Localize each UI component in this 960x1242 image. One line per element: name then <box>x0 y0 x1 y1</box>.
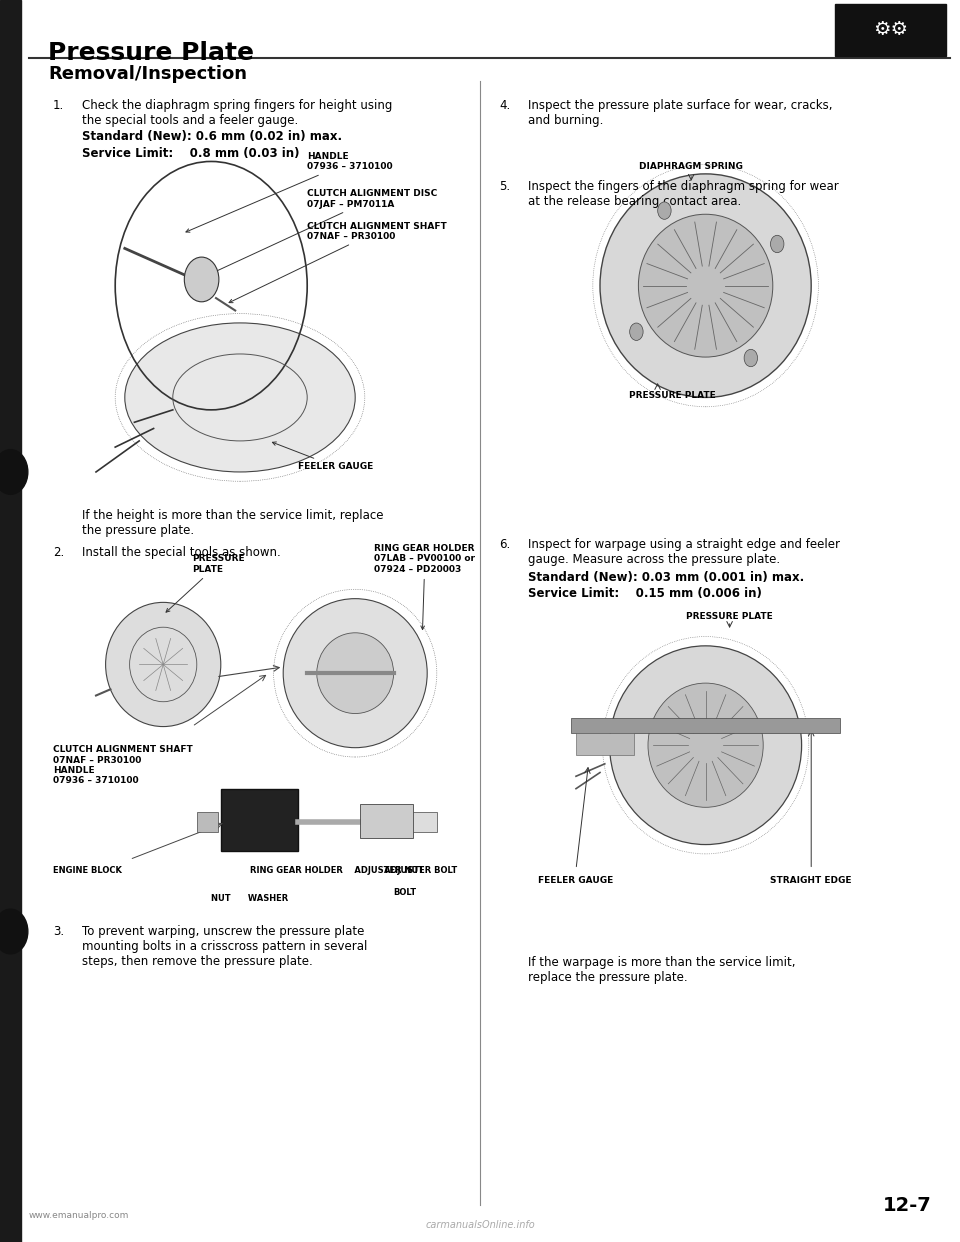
Text: To prevent warping, unscrew the pressure plate
mounting bolts in a crisscross pa: To prevent warping, unscrew the pressure… <box>82 925 367 969</box>
Text: BOLT: BOLT <box>394 888 417 897</box>
Text: Pressure Plate: Pressure Plate <box>48 41 254 65</box>
Text: Service Limit:    0.8 mm (0.03 in): Service Limit: 0.8 mm (0.03 in) <box>82 147 300 159</box>
Text: Inspect the pressure plate surface for wear, cracks,
and burning.: Inspect the pressure plate surface for w… <box>528 99 832 128</box>
Text: RING GEAR HOLDER    ADJUSTER NUT: RING GEAR HOLDER ADJUSTER NUT <box>250 866 423 874</box>
Text: FEELER GAUGE: FEELER GAUGE <box>273 442 372 471</box>
Bar <box>360 804 413 838</box>
Text: Inspect the fingers of the diaphragm spring for wear
at the release bearing cont: Inspect the fingers of the diaphragm spr… <box>528 180 839 209</box>
Circle shape <box>771 235 784 252</box>
Ellipse shape <box>283 599 427 748</box>
Bar <box>197 812 218 832</box>
Text: 6.: 6. <box>499 538 511 550</box>
Text: 2.: 2. <box>53 546 64 559</box>
Bar <box>221 789 298 851</box>
Text: Standard (New): 0.6 mm (0.02 in) max.: Standard (New): 0.6 mm (0.02 in) max. <box>82 130 342 143</box>
Text: www.emanualpro.com: www.emanualpro.com <box>29 1211 130 1220</box>
Circle shape <box>744 349 757 366</box>
Text: If the warpage is more than the service limit,
replace the pressure plate.: If the warpage is more than the service … <box>528 956 796 985</box>
Text: Inspect for warpage using a straight edge and feeler
gauge. Measure across the p: Inspect for warpage using a straight edg… <box>528 538 840 566</box>
Circle shape <box>0 909 28 954</box>
Ellipse shape <box>106 602 221 727</box>
Text: carmanualsOnline.info: carmanualsOnline.info <box>425 1220 535 1230</box>
Bar <box>571 718 840 733</box>
Text: RING GEAR HOLDER
07LAB – PV00100 or
07924 – PD20003: RING GEAR HOLDER 07LAB – PV00100 or 0792… <box>374 544 475 630</box>
Circle shape <box>184 257 219 302</box>
Text: Install the special tools as shown.: Install the special tools as shown. <box>82 546 280 559</box>
Text: 3.: 3. <box>53 925 64 938</box>
Text: ADJUSTER BOLT: ADJUSTER BOLT <box>384 866 457 874</box>
Bar <box>576 733 634 755</box>
Bar <box>835 4 946 56</box>
Text: CLUTCH ALIGNMENT SHAFT
07NAF – PR30100
HANDLE
07936 – 3710100: CLUTCH ALIGNMENT SHAFT 07NAF – PR30100 H… <box>53 745 193 785</box>
Text: If the height is more than the service limit, replace
the pressure plate.: If the height is more than the service l… <box>82 509 383 538</box>
Text: Removal/Inspection: Removal/Inspection <box>48 65 247 82</box>
Bar <box>0 0 21 1242</box>
Ellipse shape <box>125 323 355 472</box>
Ellipse shape <box>638 214 773 358</box>
Text: HANDLE
07936 – 3710100: HANDLE 07936 – 3710100 <box>186 152 393 232</box>
Text: Check the diaphragm spring fingers for height using
the special tools and a feel: Check the diaphragm spring fingers for h… <box>82 99 392 128</box>
Text: PRESSURE PLATE: PRESSURE PLATE <box>686 612 773 621</box>
Ellipse shape <box>610 646 802 845</box>
Circle shape <box>658 202 671 220</box>
Text: CLUTCH ALIGNMENT DISC
07JAF – PM7011A: CLUTCH ALIGNMENT DISC 07JAF – PM7011A <box>210 189 438 274</box>
Text: ENGINE BLOCK: ENGINE BLOCK <box>53 866 122 874</box>
Text: DIAPHRAGM SPRING: DIAPHRAGM SPRING <box>639 163 743 171</box>
Text: PRESSURE
PLATE: PRESSURE PLATE <box>166 554 245 612</box>
Text: Service Limit:    0.15 mm (0.006 in): Service Limit: 0.15 mm (0.006 in) <box>528 587 762 600</box>
Text: 1.: 1. <box>53 99 64 112</box>
Text: Standard (New): 0.03 mm (0.001 in) max.: Standard (New): 0.03 mm (0.001 in) max. <box>528 571 804 584</box>
Text: ⚙⚙: ⚙⚙ <box>874 20 908 40</box>
Text: 12-7: 12-7 <box>882 1196 931 1215</box>
Text: PRESSURE PLATE: PRESSURE PLATE <box>629 391 715 400</box>
Text: 5.: 5. <box>499 180 511 193</box>
Ellipse shape <box>648 683 763 807</box>
Text: FEELER GAUGE: FEELER GAUGE <box>539 876 613 884</box>
Text: CLUTCH ALIGNMENT SHAFT
07NAF – PR30100: CLUTCH ALIGNMENT SHAFT 07NAF – PR30100 <box>229 221 447 303</box>
Text: NUT      WASHER: NUT WASHER <box>211 894 288 903</box>
Circle shape <box>630 323 643 340</box>
Circle shape <box>0 450 28 494</box>
Ellipse shape <box>600 174 811 397</box>
Ellipse shape <box>317 633 394 713</box>
Bar <box>413 812 437 832</box>
Text: 4.: 4. <box>499 99 511 112</box>
Text: STRAIGHT EDGE: STRAIGHT EDGE <box>771 876 852 884</box>
